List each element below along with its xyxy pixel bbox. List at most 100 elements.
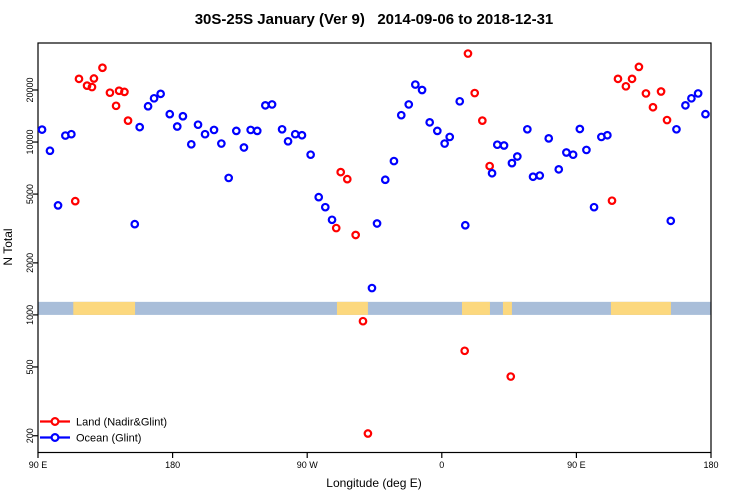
data-point-land (87, 82, 97, 92)
data-point-land (621, 81, 631, 91)
data-point-ocean (67, 129, 76, 139)
data-point-ocean (554, 165, 564, 174)
data-point-ocean (320, 202, 330, 212)
data-point-ocean (260, 101, 270, 110)
legend-label-ocean: Ocean (Glint) (76, 433, 141, 445)
data-point-ocean (306, 150, 315, 160)
data-point-ocean (512, 152, 522, 161)
y-tick-label: 10000 (25, 130, 35, 155)
data-point-ocean (246, 125, 256, 135)
y-tick-label: 2000 (25, 253, 35, 273)
data-point-land (627, 74, 637, 84)
data-point-ocean (252, 126, 262, 136)
data-point-land (662, 115, 672, 125)
data-point-ocean (380, 175, 390, 185)
data-point-land (120, 87, 129, 97)
data-point-land (656, 87, 666, 96)
data-point-land (460, 346, 470, 356)
data-point-ocean (440, 139, 449, 148)
data-point-ocean (224, 173, 234, 183)
data-point-land (70, 196, 80, 206)
legend-marker-ocean (50, 433, 60, 443)
data-point-ocean (193, 120, 203, 130)
data-point-ocean (522, 124, 532, 134)
data-point-ocean (499, 141, 509, 150)
data-point-ocean (487, 168, 497, 178)
data-point-ocean (681, 101, 690, 110)
data-point-ocean (277, 124, 287, 134)
y-tick-label: 1000 (25, 305, 35, 325)
data-point-ocean (396, 110, 406, 120)
data-point-ocean (372, 219, 382, 228)
data-point-ocean (186, 139, 196, 149)
data-point-ocean (693, 89, 703, 98)
data-point-ocean (575, 124, 585, 134)
data-point-land (105, 88, 115, 98)
y-tick-label: 500 (25, 359, 35, 374)
data-point-ocean (200, 129, 210, 139)
data-point-land (351, 230, 361, 240)
data-point-land (463, 49, 473, 58)
data-point-ocean (417, 85, 427, 95)
data-point-ocean (455, 96, 465, 106)
data-point-ocean (389, 156, 399, 166)
data-point-ocean (165, 109, 175, 119)
data-point-ocean (562, 148, 571, 157)
legend-marker-land (50, 417, 60, 427)
data-point-land (98, 63, 107, 73)
x-tick-label: 0 (439, 460, 444, 470)
land-band-segment (73, 301, 136, 315)
data-point-ocean (425, 117, 435, 127)
data-point-land (477, 116, 487, 125)
data-point-land (506, 372, 516, 381)
data-point-ocean (535, 171, 545, 180)
land-band-segment (502, 301, 512, 315)
x-tick-label: 180 (165, 460, 180, 470)
y-axis-label: N Total (1, 228, 15, 265)
x-tick-label: 90 E (567, 460, 586, 470)
data-point-land (613, 74, 623, 84)
data-point-ocean (404, 100, 414, 109)
data-point-land (470, 88, 480, 98)
data-point-ocean (507, 158, 517, 168)
y-tick-label: 200 (25, 428, 35, 443)
data-point-ocean (460, 220, 470, 230)
data-point-land (336, 167, 346, 177)
land-band-segment (610, 301, 671, 315)
data-point-land (641, 89, 651, 98)
data-point-ocean (544, 134, 554, 143)
data-point-ocean (209, 125, 219, 135)
data-point-ocean (217, 139, 226, 148)
x-tick-label: 90 W (297, 460, 319, 470)
data-point-ocean (172, 122, 182, 131)
data-point-ocean (432, 126, 442, 136)
data-point-ocean (267, 100, 277, 109)
data-point-ocean (297, 130, 307, 140)
legend: Land (Nadir&Glint) Ocean (Glint) (40, 417, 167, 445)
x-axis-label: Longitude (deg E) (326, 476, 421, 490)
data-point-land (82, 81, 92, 90)
data-point-land (111, 101, 121, 111)
data-point-land (634, 62, 644, 72)
data-point-land (607, 196, 617, 206)
data-point-ocean (568, 150, 578, 160)
data-point-ocean (53, 201, 63, 210)
data-point-ocean (314, 192, 324, 202)
data-point-ocean (45, 146, 55, 156)
data-point-land (363, 429, 373, 438)
plot-area: 90 E 180 90 W 0 90 E 180 200 500 1000 2000 5000 100… (25, 42, 719, 470)
data-point-ocean (178, 111, 188, 121)
data-point-land (89, 74, 99, 83)
ocean-band (38, 301, 711, 315)
land-band-segment (336, 301, 368, 315)
data-point-ocean (445, 132, 455, 142)
data-point-ocean (603, 130, 612, 140)
data-point-ocean (37, 125, 47, 134)
data-point-ocean (582, 145, 591, 155)
data-point-ocean (327, 215, 337, 225)
data-point-ocean (589, 202, 599, 212)
chart-title: 30S-25S January (Ver 9) 2014-09-06 to 20… (195, 11, 554, 28)
data-point-ocean (143, 101, 153, 111)
data-point-ocean (367, 283, 377, 293)
